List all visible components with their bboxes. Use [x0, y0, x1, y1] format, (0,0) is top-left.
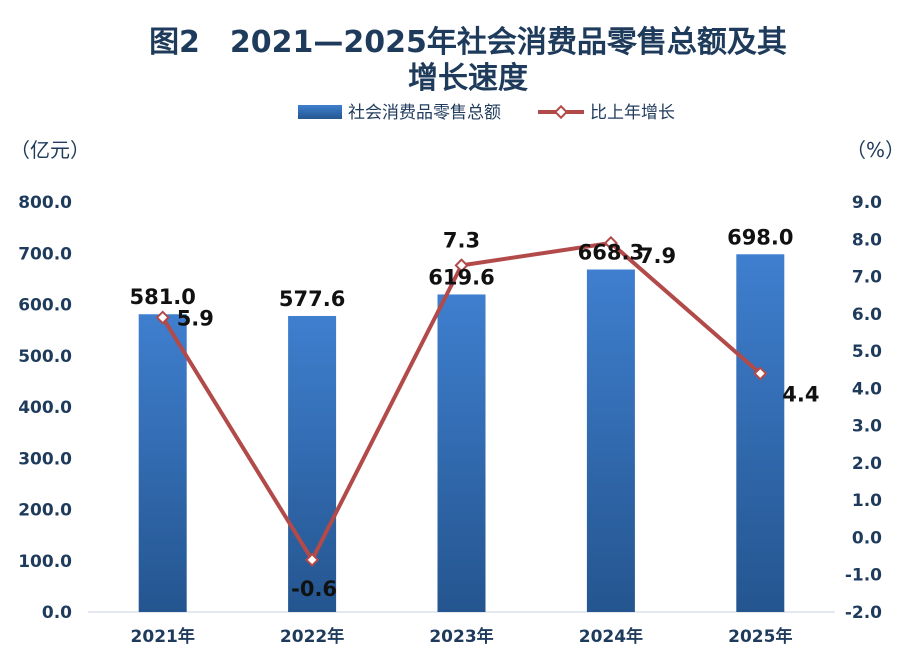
growth-point-2025年: [753, 366, 768, 381]
right-tick-label: 5.0: [852, 342, 882, 362]
legend-line-marker: [553, 104, 569, 120]
legend-line-label: 比上年增长: [590, 103, 675, 123]
right-tick-label: 2.0: [852, 454, 882, 474]
bar-2021年: [138, 314, 187, 612]
x-tick-label: 2024年: [579, 626, 643, 647]
left-axis-ticks: 0.0 100.0 200.0 300.0 400.0 500.0 600.0 700.0 80…: [18, 193, 72, 623]
right-tick-label: 7.0: [852, 268, 882, 288]
growth-value-label: -0.6: [291, 577, 337, 601]
left-tick-label: 500.0: [18, 347, 72, 367]
left-tick-label: 300.0: [18, 449, 72, 469]
x-tick-label: 2025年: [728, 626, 792, 647]
growth-point-2022年: [305, 552, 320, 567]
bar-2022年: [288, 315, 337, 612]
right-tick-label: 6.0: [852, 305, 882, 325]
bar-2023年: [437, 294, 486, 612]
right-axis-ticks: -2.0 -1.0 0.0 1.0 2.0 3.0 4.0 5.0 6.0 7.0 8.0 9.0: [845, 193, 882, 623]
x-tick-label: 2023年: [429, 626, 493, 647]
left-tick-label: 700.0: [18, 244, 72, 264]
left-axis-unit: （亿元）: [10, 138, 90, 162]
bar-value-label: 581.0: [129, 285, 195, 309]
bar-2024年: [586, 269, 635, 612]
growth-value-label: 5.9: [177, 307, 214, 331]
legend-bar-swatch: [298, 105, 342, 119]
left-tick-label: 800.0: [18, 193, 72, 213]
growth-point-2023年: [454, 258, 469, 273]
right-tick-label: -1.0: [845, 566, 882, 586]
left-tick-label: 600.0: [18, 296, 72, 316]
x-axis-ticks: 2021年 2022年 2023年 2024年 2025年: [131, 626, 793, 647]
x-tick-label: 2021年: [131, 626, 195, 647]
growth-value-label: 7.3: [443, 228, 480, 252]
line-series: [155, 235, 768, 567]
right-tick-label: 3.0: [852, 417, 882, 437]
bar-series: [138, 254, 785, 612]
growth-value-label: 4.4: [782, 382, 819, 406]
right-tick-label: 1.0: [852, 491, 882, 511]
left-tick-label: 100.0: [18, 552, 72, 572]
right-tick-label: 9.0: [852, 193, 882, 213]
growth-value-label: 7.9: [639, 244, 676, 268]
right-tick-label: 0.0: [852, 528, 882, 548]
legend-bar-label: 社会消费品零售总额: [348, 103, 501, 123]
legend: 社会消费品零售总额 比上年增长: [298, 103, 675, 123]
bar-value-label: 619.6: [428, 265, 494, 289]
x-tick-label: 2022年: [280, 626, 344, 647]
right-axis-unit: （%）: [846, 138, 905, 162]
bar-value-label: 668.3: [578, 240, 644, 264]
left-tick-label: 0.0: [42, 603, 72, 623]
left-tick-label: 400.0: [18, 398, 72, 418]
chart-title-line2: 增长速度: [408, 61, 528, 96]
right-tick-label: -2.0: [845, 603, 882, 623]
left-tick-label: 200.0: [18, 501, 72, 521]
right-tick-label: 8.0: [852, 230, 882, 250]
bar-value-label: 698.0: [727, 225, 793, 249]
bar-value-label: 577.6: [279, 287, 345, 311]
growth-point-2024年: [603, 235, 618, 251]
chart-title-line1: 图2 2021—2025年社会消费品零售总额及其: [149, 25, 787, 60]
bar-2025年: [736, 254, 785, 612]
right-tick-label: 4.0: [852, 379, 882, 399]
data-labels: 581.0 577.6 619.6 668.3 698.0 5.9 -0.6 7.3 7.9 4.…: [129, 225, 819, 601]
growth-point-2021年: [155, 310, 170, 325]
